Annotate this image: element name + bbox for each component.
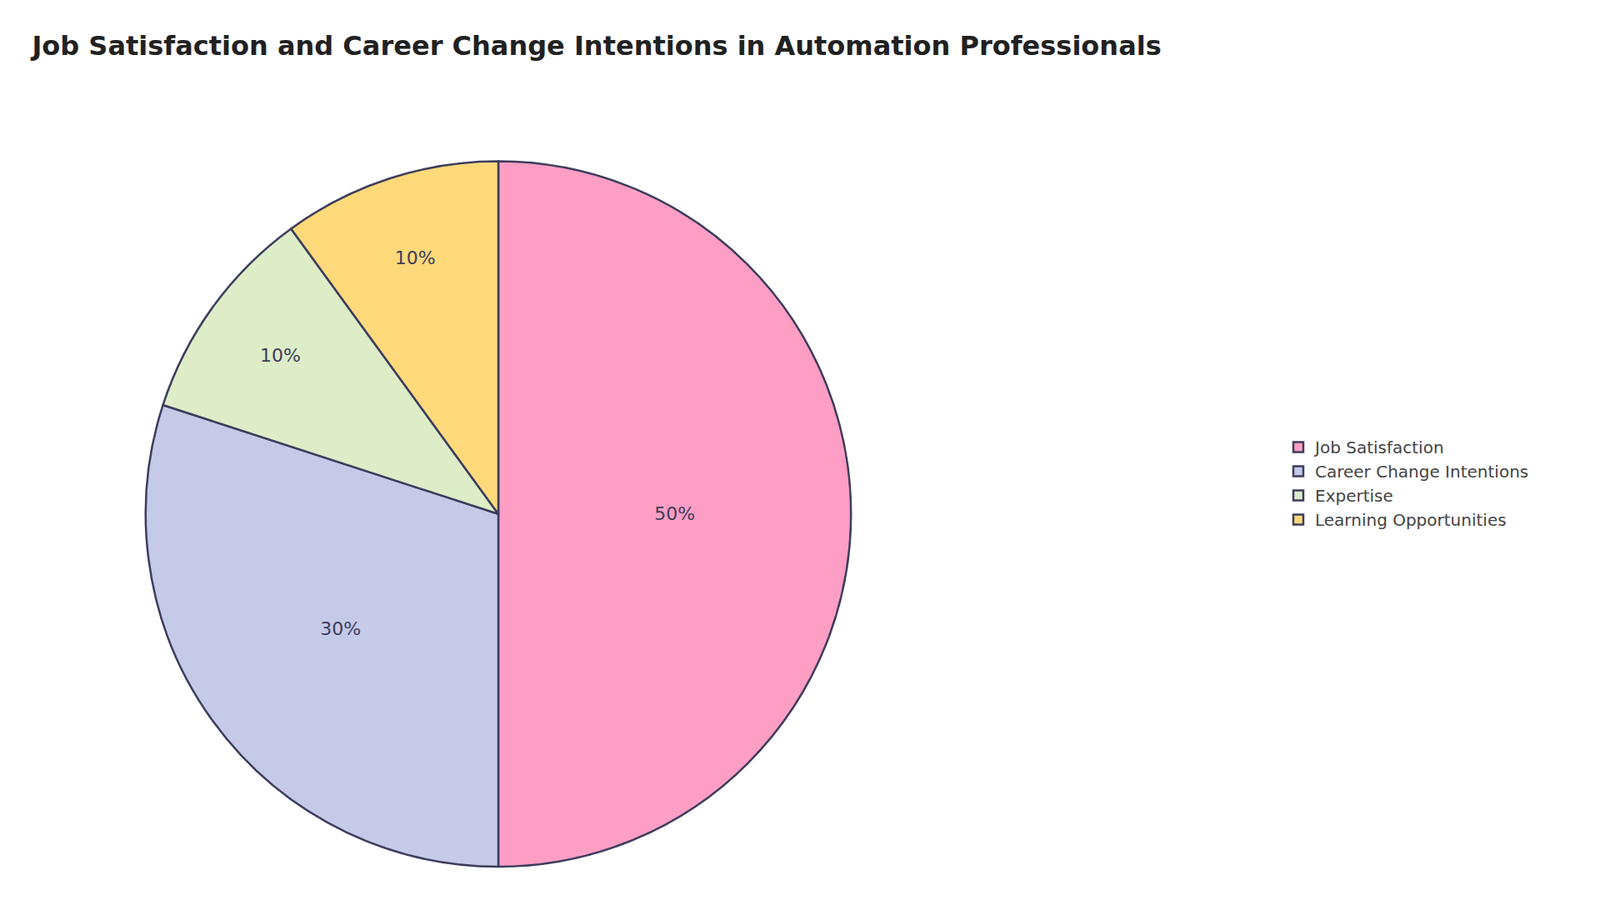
svg-text:Expertise: Expertise xyxy=(1315,485,1394,506)
svg-text:Job Satisfaction and Career Ch: Job Satisfaction and Career Change Inten… xyxy=(30,30,1161,62)
svg-text:Learning Opportunities: Learning Opportunities xyxy=(1315,510,1507,530)
svg-text:10%: 10% xyxy=(395,247,436,269)
svg-text:10%: 10% xyxy=(260,345,301,366)
svg-text:Job Satisfaction: Job Satisfaction xyxy=(1313,437,1445,458)
svg-text:Career Change Intentions: Career Change Intentions xyxy=(1315,461,1529,482)
svg-text:30%: 30% xyxy=(320,618,361,640)
svg-text:50%: 50% xyxy=(654,503,695,525)
